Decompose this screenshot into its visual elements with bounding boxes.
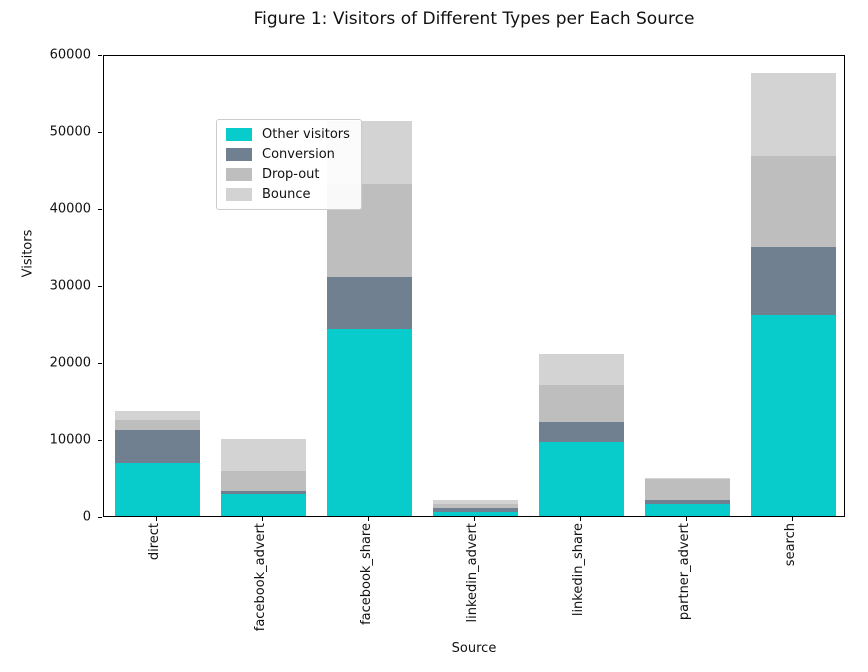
x-tick-mark <box>686 517 687 521</box>
bar-partner_advert <box>644 477 730 516</box>
y-tick-label: 40000 <box>49 201 91 217</box>
plot-area: Other visitors Conversion Drop-out Bounce <box>103 55 845 517</box>
bar-segment-other-visitors <box>432 512 518 516</box>
y-tick-label: 30000 <box>49 278 91 294</box>
y-tick-label: 0 <box>82 509 91 525</box>
bar-segment-other-visitors <box>750 315 836 516</box>
bar-segment-drop-out <box>644 479 730 501</box>
bar-search <box>750 73 836 516</box>
x-tick-mark <box>792 517 793 521</box>
x-tick-mark <box>262 517 263 521</box>
x-tick-label-search: search <box>783 523 798 567</box>
bar-segment-bounce <box>114 411 200 420</box>
figure-title: Figure 1: Visitors of Different Types pe… <box>253 9 695 29</box>
bar-segment-drop-out <box>220 471 306 492</box>
bar-linkedin_share <box>538 353 624 516</box>
bar-segment-other-visitors <box>644 504 730 516</box>
legend-swatch-conversion <box>226 148 252 161</box>
bar-segment-conversion <box>538 422 624 443</box>
x-tick-label-partner_advert: partner_advert <box>677 523 692 621</box>
legend-item-other-visitors: Other visitors <box>226 127 350 142</box>
legend-label: Drop-out <box>262 167 320 182</box>
y-tick-mark <box>98 517 102 518</box>
y-tick-label: 10000 <box>49 432 91 448</box>
bar-segment-conversion <box>326 277 412 329</box>
bar-segment-other-visitors <box>114 462 200 516</box>
bar-facebook_advert <box>220 439 306 516</box>
y-tick-mark <box>98 363 102 364</box>
legend-item-drop-out: Drop-out <box>226 167 350 182</box>
bar-segment-conversion <box>644 500 730 505</box>
bar-linkedin_advert <box>432 499 518 516</box>
bar-direct <box>114 411 200 516</box>
legend-item-bounce: Bounce <box>226 187 350 202</box>
x-tick-label-direct: direct <box>147 523 162 561</box>
bar-segment-conversion <box>220 491 306 494</box>
bar-segment-bounce <box>220 439 306 472</box>
x-tick-label-facebook_share: facebook_share <box>359 523 374 625</box>
x-tick-label-linkedin_share: linkedin_share <box>571 523 586 617</box>
bar-segment-bounce <box>432 499 518 504</box>
bar-segment-drop-out <box>432 503 518 509</box>
legend-swatch-other-visitors <box>226 128 252 141</box>
x-tick-mark <box>474 517 475 521</box>
y-tick-mark <box>98 440 102 441</box>
bar-segment-conversion <box>750 247 836 316</box>
y-tick-mark <box>98 209 102 210</box>
y-tick-mark <box>98 286 102 287</box>
y-tick-label: 60000 <box>49 47 91 63</box>
x-tick-mark <box>580 517 581 521</box>
legend-label: Bounce <box>262 187 311 202</box>
y-tick-label: 50000 <box>49 124 91 140</box>
legend-label: Conversion <box>262 147 335 162</box>
y-tick-mark <box>98 132 102 133</box>
legend-label: Other visitors <box>262 127 350 142</box>
bar-segment-conversion <box>114 429 200 463</box>
x-tick-label-linkedin_advert: linkedin_advert <box>465 523 480 623</box>
x-tick-mark <box>368 517 369 521</box>
bar-segment-other-visitors <box>220 493 306 516</box>
bar-segment-bounce <box>644 477 730 480</box>
legend: Other visitors Conversion Drop-out Bounce <box>216 119 362 210</box>
bar-segment-drop-out <box>114 419 200 430</box>
x-tick-label-facebook_advert: facebook_advert <box>253 523 268 632</box>
x-tick-mark <box>156 517 157 521</box>
bar-segment-drop-out <box>538 385 624 423</box>
y-tick-label: 20000 <box>49 355 91 371</box>
bar-segment-conversion <box>432 508 518 513</box>
bar-segment-other-visitors <box>326 328 412 516</box>
legend-swatch-drop-out <box>226 168 252 181</box>
bar-segment-drop-out <box>750 156 836 248</box>
legend-swatch-bounce <box>226 188 252 201</box>
legend-item-conversion: Conversion <box>226 147 350 162</box>
x-axis-label: Source <box>451 641 497 656</box>
bar-segment-bounce <box>750 73 836 157</box>
bar-segment-bounce <box>538 353 624 386</box>
bar-segment-other-visitors <box>538 442 624 516</box>
y-tick-mark <box>98 55 102 56</box>
